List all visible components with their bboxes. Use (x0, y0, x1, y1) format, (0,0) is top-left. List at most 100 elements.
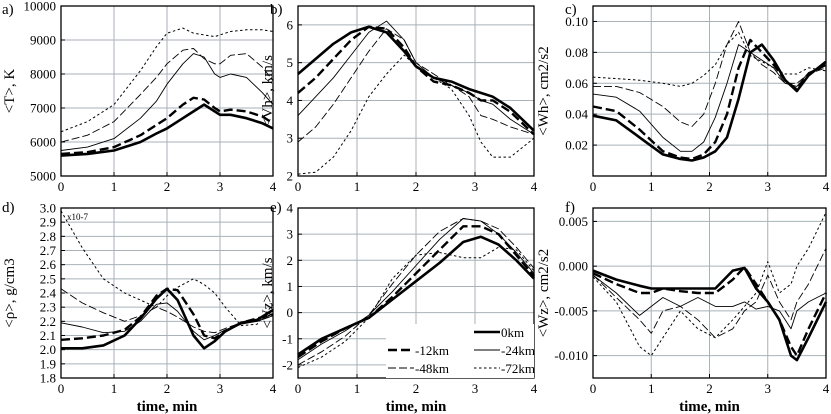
y-tick-label: 2.4 (40, 286, 57, 301)
series-line-0km (592, 266, 828, 362)
y-tick-label: 7000 (30, 101, 56, 116)
y-tick-label: 0.04 (565, 107, 588, 122)
y-tick-label: 6000 (30, 135, 56, 150)
series-line--72km (297, 54, 535, 175)
y-axis-label: <Vz>, km/s (260, 257, 276, 328)
panel-f: 0 1 2 3 4 0.005 0.000 -0.005 -0.010<Wz>, cm2/s2 t… (536, 200, 830, 414)
y-tick-label: 0.06 (565, 76, 588, 91)
x-tick-label: 4 (270, 179, 277, 194)
series-line--12km (592, 265, 828, 357)
y-tick-label: 10000 (24, 0, 57, 14)
legend-label--72km: -72km (501, 361, 535, 376)
y-tick-label: 2.8 (40, 229, 56, 244)
series-line--48km (60, 48, 274, 143)
y-tick-label: 1.9 (40, 356, 56, 371)
y-tick-label: 4 (287, 93, 294, 108)
y-tick-label: 2 (287, 169, 294, 184)
legend-label--48km: -48km (415, 361, 449, 376)
x-tick-label: 4 (823, 381, 830, 396)
legend-label-0km: 0km (501, 325, 524, 340)
y-tick-label: 4 (287, 201, 294, 216)
y-tick-label: -0.010 (554, 348, 588, 363)
y-tick-label: 0.005 (559, 214, 588, 229)
y-tick-label: 0.10 (565, 14, 588, 29)
x-tick-label: 3 (472, 179, 479, 194)
y-tick-label: 2.9 (40, 215, 56, 230)
series-line--24km (60, 53, 274, 151)
panel-letter: d) (2, 200, 15, 216)
x-tick-label: 2 (706, 179, 713, 194)
y-axis-label: <T>, K (2, 69, 18, 114)
series-line--48km (297, 28, 535, 143)
x-axis-label: time, min (137, 399, 198, 414)
x-tick-label: 3 (765, 381, 772, 396)
y-tick-label: 6 (287, 17, 294, 32)
y-axis-label: <Wz>, cm2/s2 (536, 249, 552, 338)
grid (61, 208, 273, 378)
x-tick-label: 4 (823, 179, 830, 194)
panel-letter: f) (565, 200, 575, 216)
y-tick-label: -1 (282, 331, 293, 346)
grid (61, 6, 273, 176)
panel-c: 0 1 2 3 4 0.02 0.04 0.06 0.08 0.10 <Wh>, cm2/s2 c) (536, 2, 830, 194)
y-tick-label: 1 (287, 279, 294, 294)
series-line--24km (592, 274, 827, 330)
legend-box (386, 324, 534, 378)
series-line-0km (592, 43, 827, 162)
x-tick-label: 0 (295, 179, 302, 194)
y-tick-label: 0.08 (565, 45, 588, 60)
x-tick-label: 0 (590, 179, 597, 194)
series-line--12km (60, 96, 274, 156)
grid (593, 208, 826, 378)
y-tick-label: 2.6 (40, 257, 57, 272)
x-axis-label: time, min (386, 399, 447, 414)
x-tick-label: 2 (164, 179, 171, 194)
y-tick-label: 2.5 (40, 271, 56, 286)
x-tick-label: 1 (111, 381, 118, 396)
x-tick-label: 4 (531, 381, 538, 396)
x-tick-label: 0 (295, 381, 302, 396)
x-tick-label: 1 (648, 381, 655, 396)
panel-a: 0 1 2 3 4 5000 6000 7000 8000 9000 10000 <T>, K a) (2, 0, 277, 194)
x-axis-label: time, min (679, 399, 740, 414)
y-tick-label: -2 (282, 357, 293, 372)
y-tick-label: 1.8 (40, 371, 56, 386)
x-tick-label: 4 (270, 381, 277, 396)
y-tick-label: 8000 (30, 67, 56, 82)
series-line-0km (60, 103, 274, 157)
y-tick-label: 2.1 (40, 328, 56, 343)
x-tick-label: 3 (217, 179, 224, 194)
y-tick-label: 9000 (30, 33, 56, 48)
y-tick-label: 3.0 (40, 201, 56, 216)
y-tick-label: 0.02 (565, 138, 588, 153)
panel-letter: b) (270, 2, 283, 18)
x-tick-label: 2 (164, 381, 171, 396)
y-tick-label: 3 (287, 227, 294, 242)
series-line--24km (592, 44, 827, 152)
y-tick-label: 0 (287, 305, 294, 320)
x-tick-label: 1 (354, 179, 361, 194)
scale-note: x10-7 (67, 212, 88, 222)
panel-letter: a) (2, 2, 14, 18)
x-tick-label: 1 (354, 381, 361, 396)
series-line--48km (592, 248, 827, 339)
x-tick-label: 0 (58, 381, 65, 396)
grid (593, 6, 826, 176)
y-tick-label: 3 (287, 131, 294, 146)
series-line--24km (60, 302, 274, 341)
y-tick-label: 2.2 (40, 314, 56, 329)
grid (298, 6, 534, 176)
x-tick-label: 3 (217, 381, 224, 396)
x-tick-label: 3 (765, 179, 772, 194)
x-tick-label: 0 (58, 179, 65, 194)
x-tick-label: 2 (413, 179, 420, 194)
panel-letter: e) (270, 200, 282, 216)
panel-e: 0 1 2 3 4 -2 -1 0 1 2 3 4 <Vz>, km/s time, min e) (260, 200, 538, 414)
y-tick-label: 5 (287, 55, 294, 70)
series-line--72km (592, 31, 827, 87)
series-line--48km (60, 288, 274, 334)
x-tick-label: 2 (706, 381, 713, 396)
y-tick-label: 2.7 (40, 243, 57, 258)
y-tick-label: 2.0 (40, 342, 56, 357)
